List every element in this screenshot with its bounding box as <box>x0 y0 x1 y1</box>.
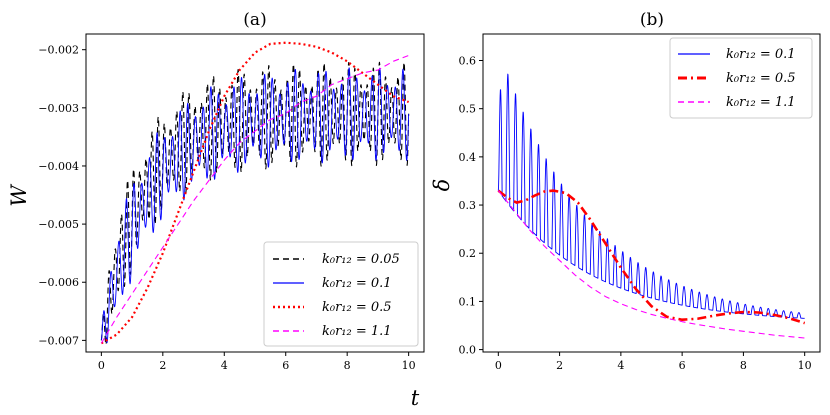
legend-label-a-3: k₀r₁₂ = 1.1 <box>322 324 392 339</box>
panel-b-frame <box>482 33 821 353</box>
x-tick-label-b-0: 0 <box>495 359 502 372</box>
panel-a-legend-box <box>263 241 419 347</box>
x-tick-label-b-5: 10 <box>798 359 812 372</box>
y-tick-label-b-2: 0.2 <box>459 247 477 260</box>
panel-b-title: (b) <box>640 10 664 30</box>
y-tick-label-a-2: −0.005 <box>38 218 79 231</box>
legend-label-a-1: k₀r₁₂ = 0.1 <box>322 276 392 291</box>
panel-a-lines <box>100 41 410 346</box>
y-tick-label-a-4: −0.003 <box>38 102 79 115</box>
y-tick-label-a-3: −0.004 <box>38 160 79 173</box>
y-tick-label-b-4: 0.4 <box>459 151 477 164</box>
series-a-2 <box>100 41 410 345</box>
panel-b-ticks: 0 2 4 6 8 10 0.0 0.1 0.2 0.3 0.4 0.5 0.6 <box>459 55 812 373</box>
panel-b-legend-box <box>669 37 813 119</box>
x-tick-label-a-3: 6 <box>282 359 289 372</box>
x-tick-label-a-0: 0 <box>98 359 105 372</box>
panel-b-legend: k₀r₁₂ = 0.1 k₀r₁₂ = 0.5 k₀r₁₂ = 1.1 <box>669 37 813 119</box>
x-tick-label-a-4: 8 <box>344 359 351 372</box>
panel-b-ylabel: δ <box>430 179 454 192</box>
panel-a-ticks: 0 2 4 6 8 10 −0.007 −0.006 −0.005 −0.004 −0.003 −0.… <box>38 44 415 372</box>
legend-label-b-0: k₀r₁₂ = 0.1 <box>726 47 796 62</box>
shared-xlabel: t <box>411 386 420 410</box>
panel-b-lines <box>497 73 806 339</box>
panel-a-legend: k₀r₁₂ = 0.05 k₀r₁₂ = 0.1 k₀r₁₂ = 0.5 k₀r… <box>263 241 419 347</box>
y-tick-label-b-3: 0.3 <box>459 199 477 212</box>
y-tick-label-b-1: 0.1 <box>459 295 477 308</box>
x-tick-label-a-5: 10 <box>402 359 416 372</box>
x-tick-label-b-1: 2 <box>556 359 563 372</box>
y-tick-label-b-5: 0.5 <box>459 103 477 116</box>
legend-label-b-1: k₀r₁₂ = 0.5 <box>726 71 796 86</box>
panel-b: (b) δ 0 2 4 6 8 10 0.0 0.1 0.2 0.3 0.4 0.5 0.6 k₀r₁₂… <box>430 10 821 373</box>
series-b-2 <box>497 190 805 339</box>
series-b-1 <box>497 189 806 325</box>
legend-label-a-0: k₀r₁₂ = 0.05 <box>322 252 400 267</box>
y-tick-label-a-5: −0.002 <box>38 44 79 57</box>
x-tick-label-a-2: 4 <box>221 359 228 372</box>
series-a-1 <box>100 67 410 344</box>
x-tick-label-b-2: 4 <box>617 359 624 372</box>
y-tick-label-a-1: −0.006 <box>38 276 79 289</box>
panel-a-ylabel: W <box>7 183 31 207</box>
legend-label-a-2: k₀r₁₂ = 0.5 <box>322 300 392 315</box>
y-tick-label-b-0: 0.0 <box>459 344 477 357</box>
legend-label-b-2: k₀r₁₂ = 1.1 <box>726 95 796 110</box>
series-b-0 <box>497 73 805 319</box>
panel-a-frame <box>85 33 425 353</box>
x-tick-label-b-3: 6 <box>679 359 686 372</box>
panel-a-title: (a) <box>243 10 266 30</box>
y-tick-label-a-0: −0.007 <box>38 334 79 347</box>
x-tick-label-b-4: 8 <box>740 359 747 372</box>
y-tick-label-b-6: 0.6 <box>459 55 477 68</box>
series-a-3 <box>100 54 409 344</box>
panel-a: (a) W 0 2 4 6 8 10 −0.007 −0.006 −0.005 −0.004 −0.… <box>7 10 425 372</box>
x-tick-label-a-1: 2 <box>159 359 166 372</box>
